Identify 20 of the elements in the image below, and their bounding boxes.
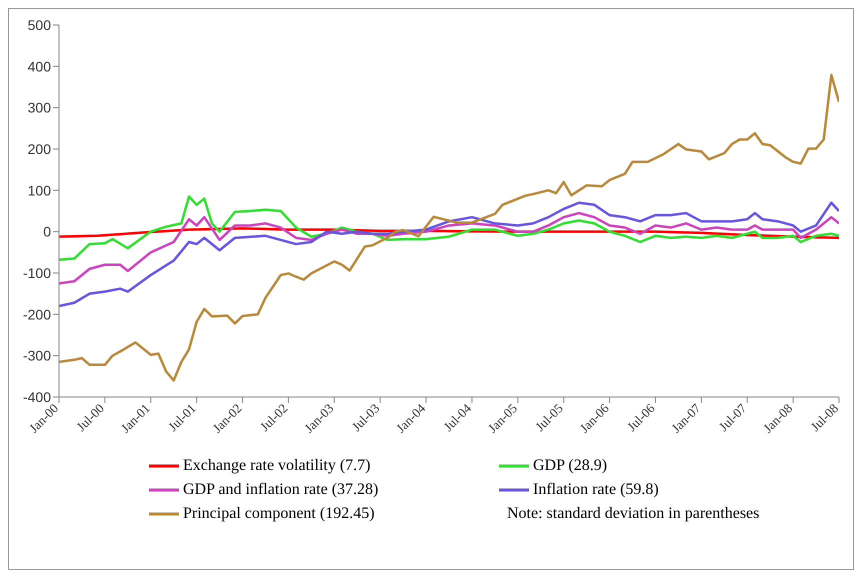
y-tick-label: 400 <box>28 58 52 74</box>
y-tick-label: -100 <box>22 264 52 281</box>
line-series <box>59 74 839 382</box>
y-tick-label: 300 <box>28 100 52 116</box>
y-tick-label: 100 <box>28 182 52 198</box>
y-tick-label: 200 <box>28 140 52 157</box>
y-tick-label: -300 <box>22 348 52 364</box>
text: Note: standard deviation in parentheses <box>506 505 760 523</box>
y-tick-label: -200 <box>22 306 52 322</box>
y-tick-label: -400 <box>22 388 52 405</box>
y-tick-label: 500 <box>28 16 52 33</box>
line-series <box>59 195 839 262</box>
legend-label: GDP and inflation rate (37.28) <box>183 481 378 499</box>
legend-label: Principal component (192.45) <box>183 505 375 523</box>
y-tick-label: 0 <box>43 224 52 240</box>
legend-label: Exchange rate volatility (7.7) <box>183 457 370 475</box>
line-series <box>59 212 839 285</box>
legend-label: GDP (28.9) <box>533 457 608 475</box>
legend-label: Inflation rate (59.8) <box>533 481 659 499</box>
line-series <box>59 201 839 308</box>
